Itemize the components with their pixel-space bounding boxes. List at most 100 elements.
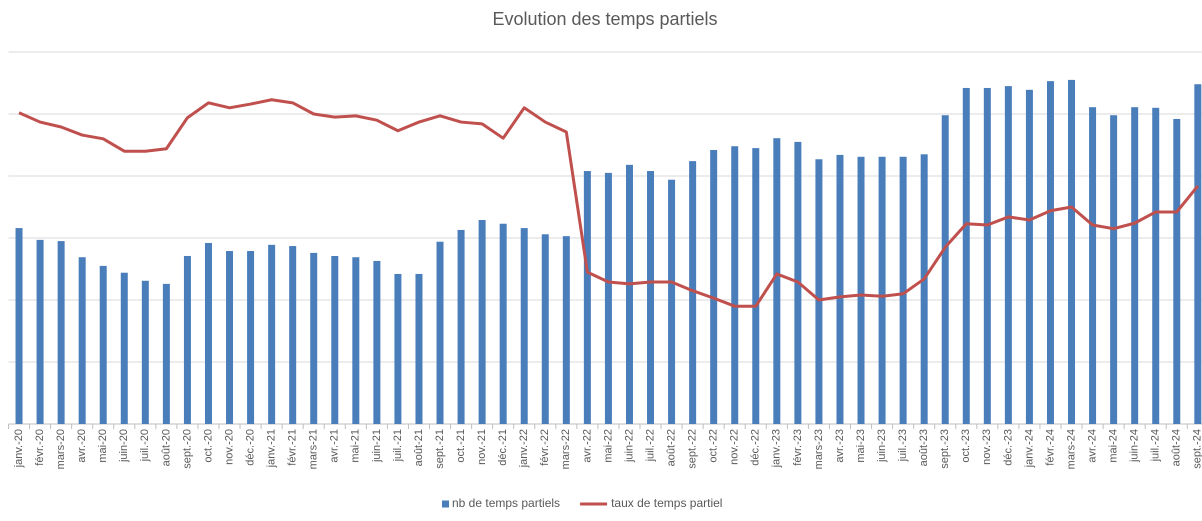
x-tick-label: nov.-23 xyxy=(981,429,993,465)
bar xyxy=(1110,115,1118,425)
bar xyxy=(941,115,949,425)
x-tick-label: févr.-21 xyxy=(287,429,299,466)
bar xyxy=(310,252,318,424)
bar xyxy=(1089,107,1097,425)
x-tick-label: nov.-21 xyxy=(476,429,488,465)
bar xyxy=(1131,107,1139,425)
bar xyxy=(1068,79,1076,425)
x-tick-label: août-23 xyxy=(918,429,930,466)
x-tick-label: févr.-22 xyxy=(539,429,551,466)
x-tick-label: avr.-22 xyxy=(581,429,593,463)
bar xyxy=(647,171,655,424)
bar xyxy=(1152,107,1160,425)
x-tick-label: mai-24 xyxy=(1108,429,1120,463)
x-tick-label: janv.-24 xyxy=(1023,429,1035,468)
bar xyxy=(857,156,865,424)
x-tick-label: juil.-22 xyxy=(644,429,656,462)
x-tick-label: mars-21 xyxy=(308,429,320,469)
bar xyxy=(562,236,570,424)
x-tick-label: févr.-20 xyxy=(34,429,46,466)
x-tick-label: oct.-20 xyxy=(202,429,214,463)
bar xyxy=(836,154,844,425)
x-tick-label: déc.-20 xyxy=(244,429,256,466)
bar xyxy=(1046,81,1054,424)
bar xyxy=(289,246,297,424)
x-tick-label: déc.-23 xyxy=(1002,429,1014,466)
x-tick-label: août-21 xyxy=(413,429,425,466)
x-tick-label: déc.-22 xyxy=(750,429,762,466)
legend-label: nb de temps partiels xyxy=(452,496,560,510)
bar xyxy=(499,223,507,424)
x-tick-label: juin-22 xyxy=(623,429,635,463)
bar xyxy=(394,273,402,424)
bar xyxy=(183,255,191,424)
bar xyxy=(15,228,23,424)
bar xyxy=(899,156,907,424)
bar xyxy=(541,234,549,424)
x-tick-label: août-22 xyxy=(665,429,677,466)
bar xyxy=(983,87,991,425)
x-tick-label: mai-20 xyxy=(97,429,109,463)
x-tick-label: avr.-20 xyxy=(76,429,88,463)
x-tick-label: juin-23 xyxy=(876,429,888,463)
x-tick-label: juil.-20 xyxy=(139,429,151,462)
bar xyxy=(604,172,612,424)
x-tick-label: déc.-21 xyxy=(497,429,509,466)
bar xyxy=(352,257,360,424)
x-tick-label: févr.-24 xyxy=(1044,429,1056,466)
x-tick-label: mai-21 xyxy=(350,429,362,463)
bar xyxy=(752,148,760,424)
bar xyxy=(625,164,633,424)
bar xyxy=(36,239,44,424)
x-tick-label: mai-23 xyxy=(855,429,867,463)
x-tick-label: juin-21 xyxy=(371,429,383,463)
chart-title: Evolution des temps partiels xyxy=(492,9,717,29)
x-tick-label: nov.-20 xyxy=(223,429,235,465)
x-tick-label: juil.-24 xyxy=(1150,429,1162,462)
x-tick-label: mars-24 xyxy=(1065,429,1077,469)
x-tick-label: mars-23 xyxy=(813,429,825,469)
x-tick-label: mai-22 xyxy=(602,429,614,463)
x-tick-label: sept.-24 xyxy=(1192,429,1202,469)
x-tick-label: févr.-23 xyxy=(792,429,804,466)
x-tick-label: oct.-21 xyxy=(455,429,467,463)
bar xyxy=(1173,118,1181,425)
bar xyxy=(268,244,276,424)
bar xyxy=(731,146,739,425)
bar xyxy=(57,241,65,424)
x-tick-label: juin-20 xyxy=(118,429,130,463)
bar xyxy=(1004,86,1012,424)
bar xyxy=(78,257,86,424)
x-tick-label: sept.-20 xyxy=(181,429,193,469)
x-tick-label: août-20 xyxy=(160,429,172,466)
x-tick-label: oct.-22 xyxy=(708,429,720,463)
bar xyxy=(962,87,970,425)
x-tick-label: juil.-21 xyxy=(392,429,404,462)
x-tick-label: avr.-21 xyxy=(329,429,341,463)
bar xyxy=(331,255,339,424)
x-tick-label: sept.-21 xyxy=(434,429,446,469)
x-tick-label: mars-20 xyxy=(55,429,67,469)
x-tick-label: oct.-23 xyxy=(960,429,972,463)
legend-label: taux de temps partiel xyxy=(611,496,722,510)
bar xyxy=(120,272,128,424)
bar xyxy=(1025,89,1033,424)
bar xyxy=(583,171,591,424)
x-tick-label: juil.-23 xyxy=(897,429,909,462)
x-tick-label: janv.-22 xyxy=(518,429,530,468)
bar xyxy=(520,228,528,424)
bar xyxy=(162,283,170,424)
bar xyxy=(99,265,107,424)
legend-swatch xyxy=(442,500,449,508)
bar xyxy=(415,273,423,424)
x-tick-label: avr.-23 xyxy=(834,429,846,463)
bar xyxy=(373,260,381,424)
bar xyxy=(247,251,255,424)
bar xyxy=(689,161,697,424)
bar xyxy=(1194,84,1202,425)
bar xyxy=(710,149,718,424)
x-tick-label: janv.-20 xyxy=(13,429,25,468)
x-tick-label: janv.-21 xyxy=(266,429,278,468)
x-tick-label: avr.-24 xyxy=(1086,429,1098,463)
